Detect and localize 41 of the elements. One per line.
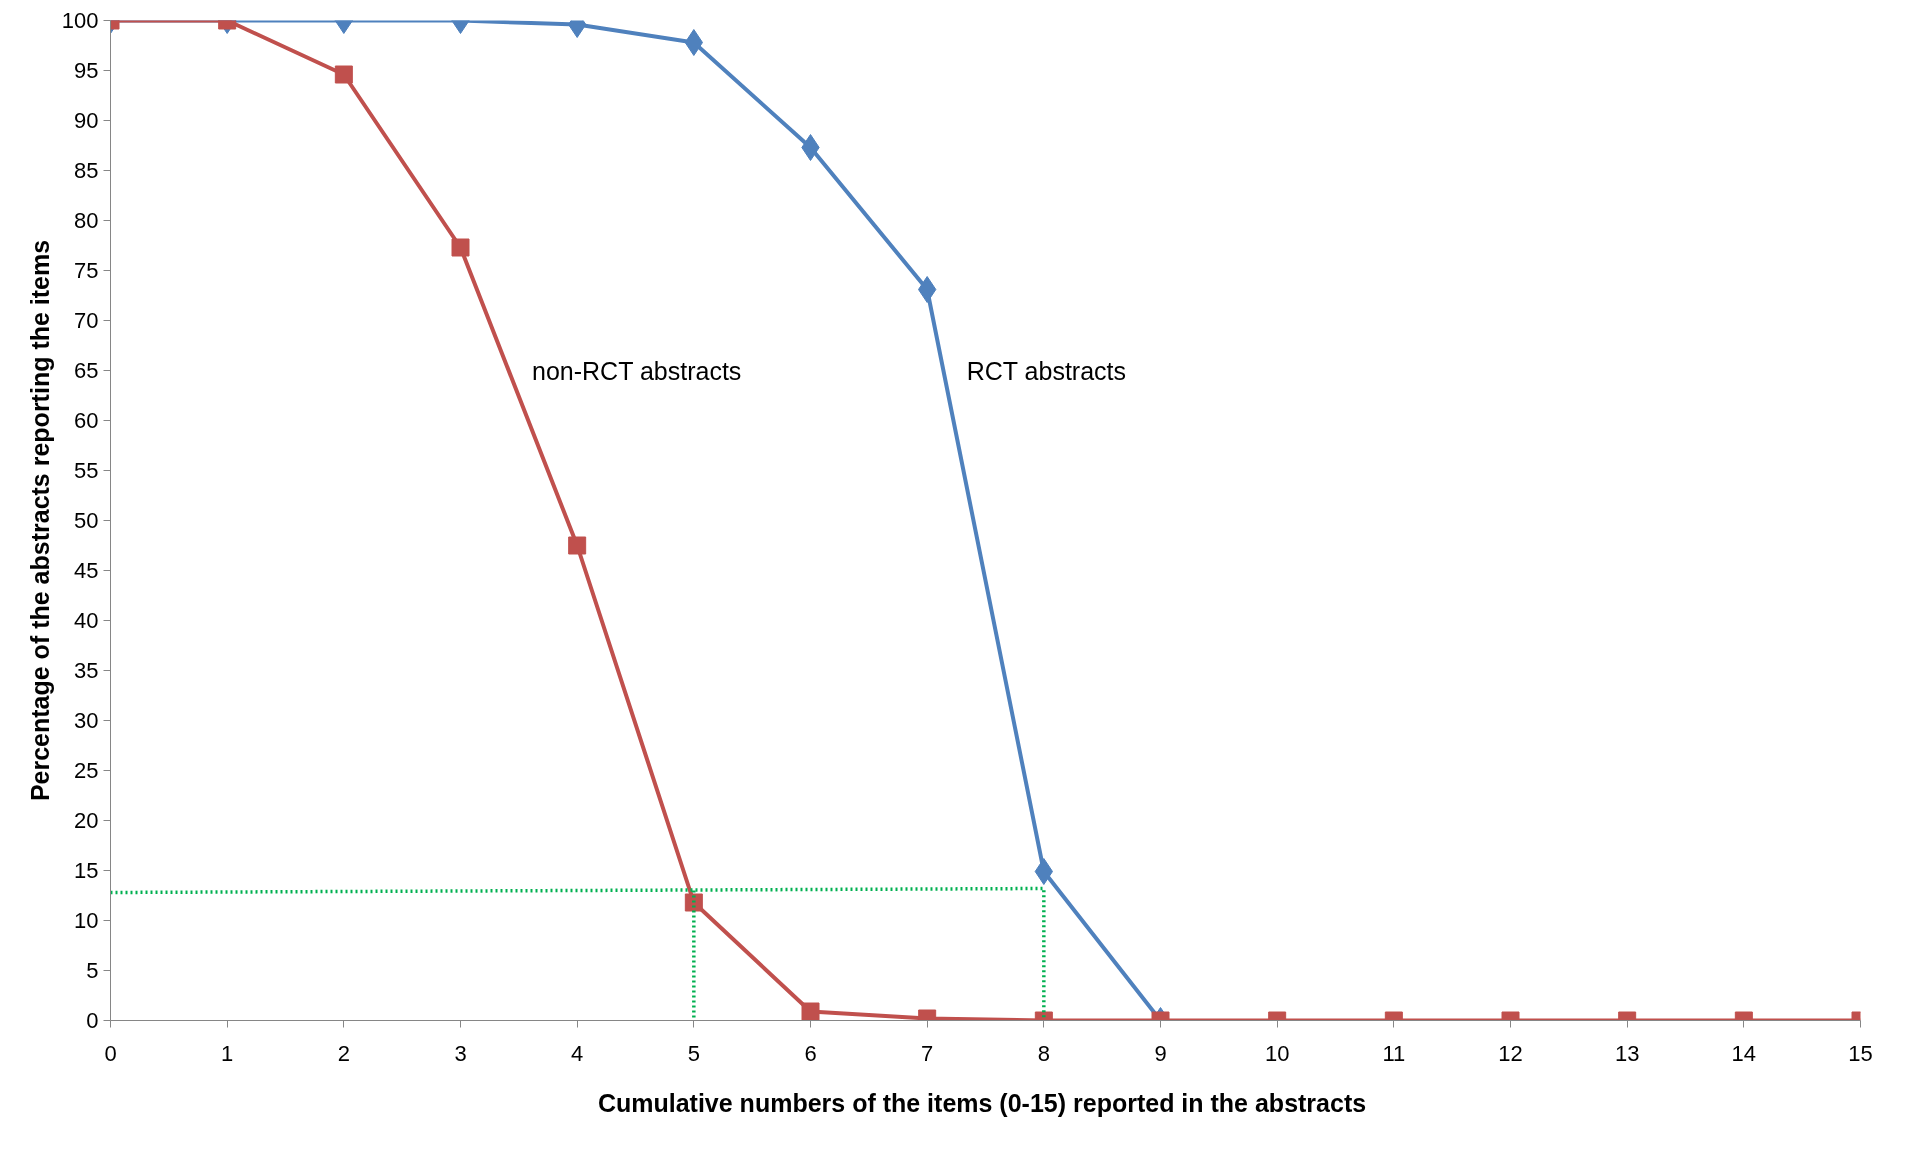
y-tick-label: 80 [74,208,99,233]
y-tick-label: 55 [74,458,99,483]
x-tick-label: 0 [104,1040,117,1066]
y-tick-label: 65 [74,358,99,383]
y-tick-label: 5 [86,958,99,983]
y-tick-label: 25 [74,758,99,783]
x-tick-label: 9 [1154,1040,1167,1066]
x-tick-label: 3 [454,1040,467,1066]
x-tick-label: 15 [1848,1040,1873,1066]
x-tick-label: 8 [1037,1040,1050,1066]
x-tick-label: 13 [1614,1040,1640,1066]
y-tick-label: 30 [74,708,99,733]
x-axis-title: Cumulative numbers of the items (0-15) reported in the abstracts [597,1088,1367,1117]
x-tick-label: 12 [1498,1040,1523,1066]
y-tick-label: 90 [74,108,99,133]
x-tick-label: 10 [1264,1040,1290,1066]
y-tick-label: 20 [74,808,99,833]
y-axis-title: Percentage of the abstracts reporting the items [25,239,54,802]
x-tick-label: 14 [1731,1040,1757,1066]
x-tick-label: 6 [804,1040,817,1066]
x-tick-label: 5 [687,1040,700,1066]
y-tick-label: 45 [74,558,99,583]
y-tick-label: 75 [74,258,99,283]
y-tick-label: 100 [61,8,99,33]
y-tick-label: 35 [74,658,99,683]
y-tick-label: 85 [74,158,99,183]
y-tick-label: 10 [74,908,99,933]
y-tick-label: 70 [74,308,99,333]
y-tick-label: 40 [74,608,99,633]
y-tick-label: 50 [74,508,99,533]
x-tick-label: 11 [1382,1040,1406,1066]
y-tick-label: 60 [74,408,99,433]
x-tick-label: 1 [221,1040,234,1066]
x-tick-label: 4 [571,1040,584,1066]
y-tick-label: 95 [74,58,99,83]
y-tick-label: 15 [74,858,99,883]
x-tick-label: 2 [337,1040,350,1066]
series-label: RCT abstracts [966,356,1127,385]
x-tick-label: 7 [921,1040,934,1066]
y-tick-label: 0 [86,1008,99,1033]
series-label: non-RCT abstracts [531,356,742,385]
